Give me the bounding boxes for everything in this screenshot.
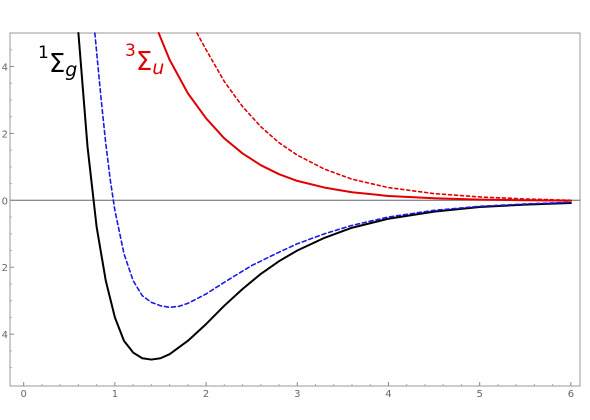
plot-frame <box>9 32 581 387</box>
x-tick-label: 3 <box>294 389 300 400</box>
x-tick-label: 2 <box>203 389 209 400</box>
series-line-3 <box>196 32 572 202</box>
series-layer <box>77 32 572 361</box>
y-tick-label: 4 <box>2 330 8 341</box>
label-triplet: 3Σu <box>125 41 164 79</box>
ticks: 0 1 2 3 4 5 6 4 2 0 2 4 <box>2 49 574 400</box>
x-tick-label: 5 <box>476 389 482 400</box>
y-tick-label: 0 <box>2 196 8 207</box>
y-tick-label: 4 <box>2 62 8 73</box>
y-tick-label: 2 <box>2 263 8 274</box>
x-tick-label: 4 <box>385 389 391 400</box>
x-tick-label: 6 <box>568 389 574 400</box>
x-tick-label: 0 <box>20 389 26 400</box>
y-tick-label: 2 <box>2 129 8 140</box>
series-line-0 <box>77 32 572 361</box>
x-tick-label: 1 <box>112 389 118 400</box>
series-line-2 <box>157 32 572 202</box>
label-singlet: 1Σg <box>38 43 77 81</box>
series-line-1 <box>94 32 572 309</box>
